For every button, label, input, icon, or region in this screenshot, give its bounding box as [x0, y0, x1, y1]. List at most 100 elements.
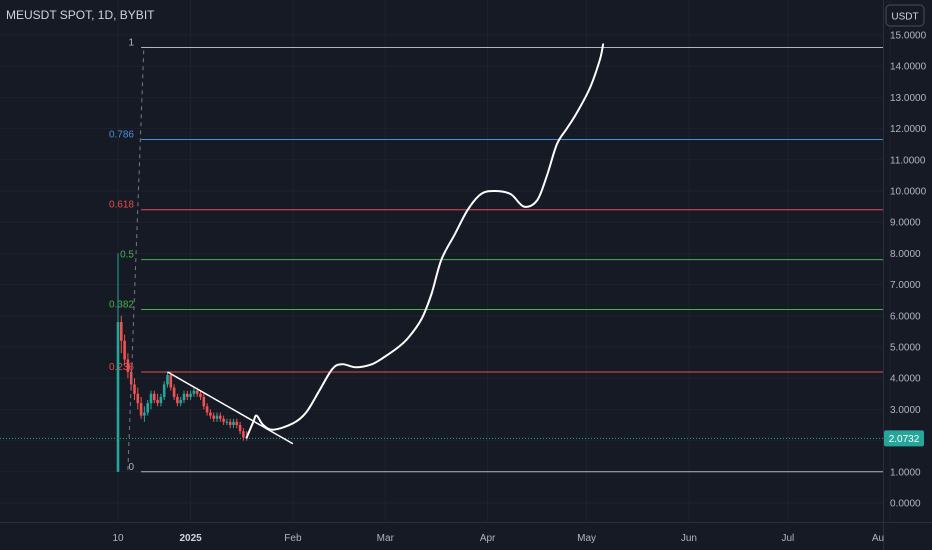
fib-label-0: 0 — [128, 462, 134, 473]
currency-badge-box[interactable] — [885, 4, 925, 27]
time-tick-label: Feb — [284, 533, 302, 544]
candle-2025-01-01 — [189, 390, 192, 401]
candle-body — [156, 400, 159, 404]
grid — [0, 0, 890, 522]
candle-2024-12-15 — [133, 378, 136, 401]
time-tick-label: Au — [872, 533, 884, 544]
candle-body — [139, 403, 143, 416]
time-tick-label: Mar — [377, 533, 395, 544]
candle-body — [120, 322, 123, 341]
drawings[interactable] — [0, 43, 883, 471]
candle-body — [186, 393, 189, 397]
chart-title: MEUSDT SPOT, 1D, BYBIT — [6, 8, 155, 22]
candle-2025-01-06 — [205, 403, 209, 416]
price-tick-label: 15.0000 — [890, 31, 927, 42]
candle-2025-01-09 — [215, 412, 219, 422]
candle-body — [222, 418, 225, 422]
price-tick-label: 13.0000 — [890, 93, 927, 104]
candle-2024-12-12 — [123, 334, 126, 366]
candle-body — [212, 415, 215, 419]
candle-body — [169, 375, 173, 388]
candle-body — [199, 393, 202, 397]
candle-2024-12-30 — [182, 390, 186, 404]
candle-body — [149, 393, 153, 404]
candle-body — [143, 412, 146, 416]
candle-2024-12-21 — [153, 390, 156, 404]
candle-2025-01-02 — [192, 387, 196, 397]
candle-body — [209, 412, 212, 416]
price-tick-label: 6.0000 — [890, 311, 921, 322]
trendline[interactable] — [167, 371, 294, 445]
price-axis[interactable]: 0.00001.00002.00003.00004.00005.00006.00… — [884, 31, 927, 510]
price-tick-label: 5.0000 — [890, 343, 921, 354]
price-tick-label: 1.0000 — [890, 467, 921, 478]
price-tick-label: 9.0000 — [890, 218, 921, 229]
price-tick-label: 11.0000 — [890, 155, 926, 166]
price-tick-label: 8.0000 — [890, 249, 921, 260]
fib-label-0.786: 0.786 — [109, 130, 134, 141]
candle-2024-12-18 — [143, 406, 146, 422]
candle-body — [172, 387, 176, 397]
price-tick-label: 4.0000 — [890, 374, 921, 385]
candle-body — [176, 396, 179, 404]
price-tick-label: 12.0000 — [890, 124, 927, 135]
candle-body — [162, 384, 166, 397]
candle-2025-01-11 — [222, 415, 225, 425]
candle-2024-12-25 — [166, 371, 169, 388]
last-price-badge — [884, 430, 924, 447]
candle-body — [205, 406, 209, 413]
price-tick-label: 10.0000 — [890, 187, 927, 198]
time-tick-label: Apr — [480, 533, 496, 544]
candle-body — [235, 421, 239, 425]
candle-body — [116, 322, 120, 472]
candle-2024-12-26 — [169, 371, 173, 391]
price-tick-label: 7.0000 — [890, 280, 921, 291]
candle-2024-12-31 — [186, 390, 189, 401]
time-tick-label: 2025 — [179, 533, 202, 544]
candle-body — [166, 375, 169, 385]
fib-retracement[interactable]: 1 0.786 0.618 0.5 0.382 0.236 0 — [109, 37, 883, 473]
time-tick-label: 10 — [112, 533, 124, 544]
currency-badge[interactable]: USDT — [885, 4, 925, 27]
last-price-label: 2.0732 — [889, 434, 920, 445]
projection-path[interactable] — [245, 43, 605, 439]
candle-2024-12-13 — [126, 353, 130, 379]
candle-body — [126, 359, 130, 372]
candle-body — [182, 393, 186, 401]
vertical-dashed-line[interactable] — [127, 45, 145, 471]
candle-body — [159, 396, 163, 404]
candle-2025-01-04 — [199, 390, 202, 401]
candle-body — [195, 390, 199, 394]
candle-body — [136, 393, 140, 404]
candle-2025-01-15 — [235, 418, 239, 429]
candle-2024-12-11 — [120, 315, 123, 354]
price-tick-label: 3.0000 — [890, 405, 921, 416]
candle-2025-01-08 — [212, 412, 215, 422]
candle-body — [225, 421, 229, 423]
candle-body — [238, 425, 242, 432]
time-tick-label: Jul — [782, 533, 795, 544]
candle-2024-12-24 — [162, 381, 166, 401]
time-tick-label: Jun — [681, 533, 697, 544]
price-tick-label: 0.0000 — [890, 499, 921, 510]
price-tick-label: 14.0000 — [890, 62, 927, 73]
fib-label-0.5: 0.5 — [120, 250, 134, 261]
time-axis[interactable]: 10 2025 Feb Mar Apr May Jun Jul Au — [112, 533, 884, 544]
candle-2024-12-17 — [139, 396, 143, 419]
candle-body — [219, 415, 222, 419]
candle-body — [232, 421, 235, 425]
currency-label: USDT — [891, 12, 918, 23]
candle-body — [123, 340, 126, 360]
candle-body — [202, 396, 206, 407]
candle-body — [153, 393, 156, 401]
candle-2025-01-13 — [228, 418, 232, 429]
candle-2024-12-10 — [116, 253, 120, 472]
fib-label-1: 1 — [128, 37, 134, 48]
candle-2025-01-07 — [209, 409, 212, 419]
candle-body — [242, 431, 245, 438]
candle-2024-12-29 — [179, 396, 182, 407]
candle-2024-12-23 — [159, 393, 163, 407]
fib-label-0.618: 0.618 — [109, 200, 134, 211]
